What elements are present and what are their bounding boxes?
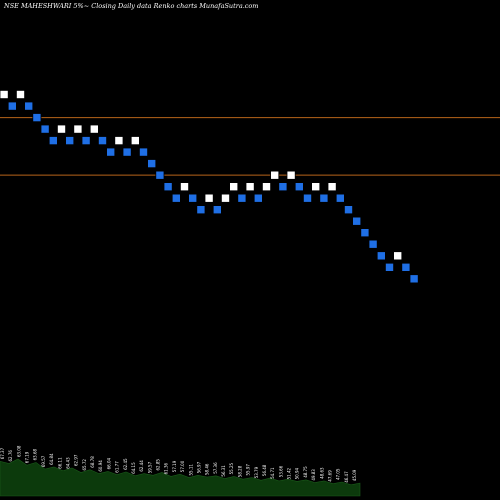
bottom-label-30: 58.28: [237, 465, 242, 477]
bottom-label-31: 55.97: [246, 464, 251, 476]
bottom-label-27: 57.36: [213, 462, 218, 474]
bottom-label-10: 62.97: [74, 454, 79, 466]
renko-brick-32-down: [253, 193, 263, 203]
renko-brick-3-up: [15, 90, 25, 100]
bottom-label-38: 48.75: [303, 466, 308, 478]
renko-brick-31-up: [245, 182, 255, 192]
renko-brick-25-down: [196, 205, 206, 215]
renko-brick-22-down: [171, 193, 181, 203]
renko-brick-46-down: [368, 239, 378, 249]
bottom-label-42: 47.05: [336, 468, 341, 480]
bottom-label-11: 65.72: [82, 459, 87, 471]
renko-brick-36-up: [286, 170, 296, 180]
renko-brick-42-down: [335, 193, 345, 203]
bottom-label-26: 58.46: [205, 463, 210, 475]
bottom-label-14: 66.04: [106, 457, 111, 469]
bottom-label-44: 45.09: [352, 469, 357, 481]
renko-brick-15-up: [114, 136, 124, 146]
renko-brick-19-down: [147, 159, 157, 169]
bottom-label-33: 56.48: [262, 464, 267, 476]
renko-brick-48-down: [384, 262, 394, 272]
bottom-label-5: 63.68: [33, 448, 38, 460]
renko-brick-33-up: [261, 182, 271, 192]
bottom-label-8: 66.11: [57, 457, 62, 469]
bottom-label-35: 53.66: [278, 465, 283, 477]
bottom-label-23: 57.00: [180, 460, 185, 472]
renko-brick-10-up: [73, 124, 83, 134]
bottom-label-20: 62.85: [156, 459, 161, 471]
renko-brick-4-down: [24, 101, 34, 111]
renko-brick-5-down: [32, 113, 42, 123]
renko-brick-41-up: [327, 182, 337, 192]
renko-brick-50-down: [401, 262, 411, 272]
renko-brick-29-up: [229, 182, 239, 192]
bottom-label-36: 51.42: [287, 467, 292, 479]
renko-brick-24-down: [188, 193, 198, 203]
renko-brick-47-down: [376, 251, 386, 261]
bottom-label-29: 55.25: [229, 462, 234, 474]
bottom-label-9: 64.43: [66, 457, 71, 469]
renko-brick-39-up: [311, 182, 321, 192]
volume-area: [0, 458, 361, 497]
bottom-label-43: 46.47: [344, 471, 349, 483]
bottom-label-24: 55.11: [188, 464, 193, 476]
bottom-label-19: 59.57: [147, 461, 152, 473]
renko-brick-12-up: [89, 124, 99, 134]
renko-brick-37-down: [294, 182, 304, 192]
bottom-label-21: 61.36: [164, 462, 169, 474]
renko-brick-18-down: [138, 147, 148, 157]
renko-brick-26-up: [204, 193, 214, 203]
renko-brick-51-down: [409, 274, 419, 284]
renko-brick-17-up: [130, 136, 140, 146]
renko-brick-11-down: [81, 136, 91, 146]
bottom-label-12: 68.78: [90, 456, 95, 468]
bottom-label-16: 62.45: [123, 458, 128, 470]
bottom-label-6: 69.57: [41, 455, 46, 467]
bottom-label-15: 61.77: [115, 461, 120, 473]
renko-brick-45-down: [360, 228, 370, 238]
renko-brick-21-down: [163, 182, 173, 192]
renko-brick-20-down: [155, 170, 165, 180]
bottom-label-17: 64.15: [131, 462, 136, 474]
chart-title: NSE MAHESHWARI 5%~ Closing Daily data Re…: [4, 2, 259, 10]
bottom-label-28: 56.31: [221, 465, 226, 477]
renko-brick-13-down: [98, 136, 108, 146]
renko-brick-38-down: [302, 193, 312, 203]
renko-brick-40-down: [319, 193, 329, 203]
renko-brick-27-down: [212, 205, 222, 215]
bottom-label-1: 67.37: [0, 447, 5, 459]
bottom-label-2: 62.76: [8, 450, 13, 462]
renko-brick-7-down: [48, 136, 58, 146]
bottom-label-18: 62.44: [139, 460, 144, 472]
renko-brick-35-down: [278, 182, 288, 192]
renko-brick-6-down: [40, 124, 50, 134]
bottom-label-41: 47.69: [327, 470, 332, 482]
bottom-label-4: 67.19: [25, 451, 30, 463]
bottom-label-3: 63.08: [16, 445, 21, 457]
renko-brick-49-up: [393, 251, 403, 261]
renko-brick-43-down: [343, 205, 353, 215]
renko-brick-9-down: [65, 136, 75, 146]
bottom-label-32: 53.79: [254, 466, 259, 478]
bottom-label-7: 64.84: [49, 453, 54, 465]
renko-brick-23-up: [179, 182, 189, 192]
bottom-label-39: 49.83: [311, 469, 316, 481]
renko-brick-14-down: [106, 147, 116, 157]
bottom-label-25: 56.97: [197, 461, 202, 473]
renko-brick-16-down: [122, 147, 132, 157]
renko-brick-28-up: [220, 193, 230, 203]
bottom-label-37: 50.94: [295, 467, 300, 479]
bottom-label-13: 60.94: [98, 460, 103, 472]
renko-brick-1-up: [0, 90, 9, 100]
bottom-label-34: 54.71: [270, 467, 275, 479]
renko-brick-8-up: [57, 124, 67, 134]
renko-brick-34-up: [270, 170, 280, 180]
renko-brick-2-down: [7, 101, 17, 111]
bottom-label-22: 57.19: [172, 460, 177, 472]
bottom-label-40: 48.63: [319, 467, 324, 479]
renko-brick-30-down: [237, 193, 247, 203]
renko-brick-44-down: [352, 216, 362, 226]
